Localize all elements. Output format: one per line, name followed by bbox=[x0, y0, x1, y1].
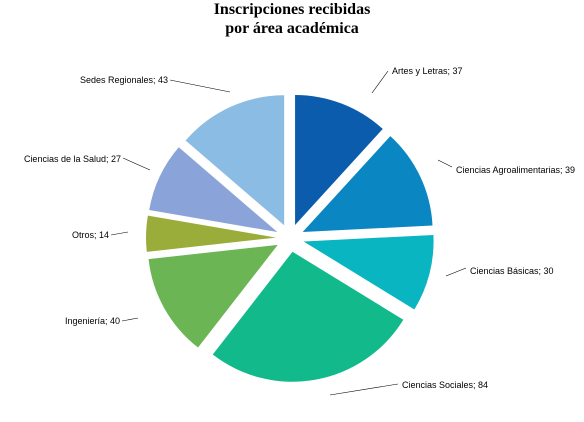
pie-slice bbox=[302, 136, 433, 233]
leader-line bbox=[110, 231, 129, 236]
pie-labels: Artes y Letras; 37 Ciencias Agroalimentar… bbox=[24, 66, 575, 396]
pie-slice bbox=[303, 234, 434, 310]
slice-label: Otros; 14 bbox=[72, 230, 109, 240]
leader-line bbox=[329, 383, 399, 396]
pie-slice bbox=[185, 95, 285, 226]
leader-line bbox=[371, 70, 389, 94]
pie-slice bbox=[295, 94, 383, 225]
pie-slice bbox=[212, 251, 404, 382]
chart-title-line-1: Inscripciones recibidas bbox=[213, 1, 371, 18]
slice-label: Sedes Regionales; 43 bbox=[80, 75, 168, 85]
slice-label: Ciencias Sociales; 84 bbox=[402, 380, 488, 390]
pie-slices bbox=[146, 94, 434, 382]
leader-line bbox=[169, 79, 231, 93]
leader-line bbox=[437, 159, 453, 168]
pie-slice bbox=[148, 244, 278, 348]
slice-label: Ingeniería; 40 bbox=[65, 316, 120, 326]
chart-title-line-2: por área académica bbox=[225, 20, 359, 37]
slice-label: Ciencias de la Salud; 27 bbox=[24, 154, 121, 164]
slice-label: Ciencias Básicas; 30 bbox=[470, 266, 554, 276]
pie-slice bbox=[146, 215, 277, 252]
slice-label: Artes y Letras; 37 bbox=[392, 66, 463, 76]
slice-label: Ciencias Agroalimentarias; 39 bbox=[456, 165, 575, 175]
leader-line bbox=[445, 267, 467, 277]
leader-line bbox=[121, 317, 139, 322]
leader-line bbox=[122, 157, 151, 171]
chart-title: Inscripciones recibidas por área académi… bbox=[0, 0, 584, 38]
pie-slice bbox=[149, 147, 278, 233]
